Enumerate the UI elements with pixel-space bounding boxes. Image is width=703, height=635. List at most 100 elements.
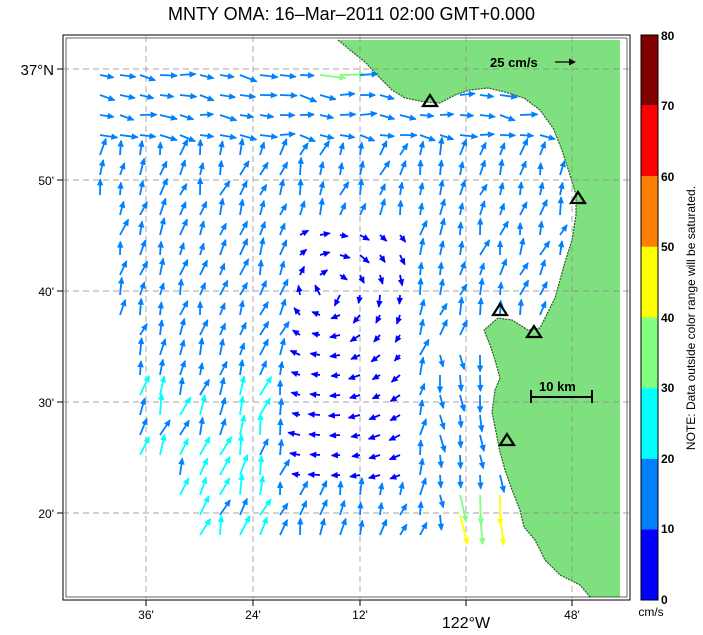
current-vector-head <box>307 471 315 478</box>
current-vector-head <box>559 159 566 168</box>
current-vector-head <box>189 71 197 78</box>
current-vector-head <box>438 500 445 509</box>
current-vector-head <box>241 282 248 290</box>
current-vector-head <box>330 372 338 379</box>
station-marker <box>524 323 544 339</box>
reference-vector-label: 25 cm/s <box>490 55 538 70</box>
current-vector-head <box>308 136 317 142</box>
current-vector-head <box>143 374 150 383</box>
current-vector-head <box>139 397 147 406</box>
current-vector-head <box>498 158 505 167</box>
station-marker <box>420 92 440 108</box>
current-vector-head <box>499 202 506 211</box>
current-vector-head <box>220 396 227 405</box>
current-vector-head <box>358 477 365 485</box>
current-vector-head <box>107 112 115 120</box>
current-vector-head <box>280 203 287 211</box>
current-vector-head <box>410 131 418 139</box>
current-vector-head <box>459 404 466 412</box>
colorbar-band <box>641 317 658 389</box>
current-vector-head <box>239 342 246 350</box>
current-vector-head <box>329 392 337 399</box>
current-vector-head <box>281 161 288 170</box>
current-vector-head <box>540 300 547 309</box>
current-vector-head <box>477 217 484 225</box>
current-vector-head <box>459 179 467 188</box>
current-vector-head <box>478 277 485 285</box>
current-vector-head <box>223 180 231 188</box>
current-vector-head <box>117 139 124 147</box>
current-vector-head <box>180 159 187 167</box>
colorbar-tick: 80 <box>661 29 675 43</box>
current-vector-head <box>184 396 192 404</box>
current-vector-head <box>557 240 565 248</box>
current-vector-head <box>439 198 446 206</box>
current-vector-head <box>277 418 284 426</box>
current-vector-head <box>388 434 397 441</box>
current-vector-head <box>338 141 345 150</box>
current-vector-head <box>238 137 245 146</box>
current-vector-head <box>178 457 185 465</box>
current-vector-head <box>401 142 409 151</box>
current-vector-head <box>438 179 445 187</box>
current-vector-head <box>182 300 189 308</box>
current-vector-head <box>160 197 167 206</box>
current-vector-head <box>389 395 398 402</box>
current-vector-head <box>197 361 205 370</box>
current-vector-head <box>421 219 428 228</box>
current-vector-head <box>498 181 505 190</box>
colorbar-tick: 70 <box>661 99 675 113</box>
current-vector-head <box>264 498 272 507</box>
current-vector-head <box>100 137 107 146</box>
current-vector-head <box>537 162 544 170</box>
current-vector-head <box>179 339 186 347</box>
current-vector-head <box>323 140 330 148</box>
current-vector-head <box>397 278 405 287</box>
current-vector-head <box>309 451 317 458</box>
current-vector-head <box>397 181 405 189</box>
colorbar-tick: 60 <box>661 170 675 184</box>
current-vector-head <box>281 138 288 146</box>
current-vector-head <box>203 495 210 503</box>
station-marker <box>568 189 588 205</box>
current-vector-head <box>340 202 346 210</box>
reference-arrow <box>555 58 576 66</box>
current-vector-head <box>461 319 468 328</box>
current-vector-head <box>343 253 351 260</box>
current-vector-head <box>467 112 475 119</box>
current-vector-head <box>352 316 360 324</box>
current-vector-head <box>419 382 426 391</box>
current-vector-head <box>539 259 547 267</box>
current-vector-head <box>329 332 337 340</box>
current-vector-head <box>341 232 349 239</box>
current-vector-head <box>557 196 564 204</box>
current-vector-head <box>468 90 476 98</box>
current-vector-head <box>459 261 466 269</box>
current-vector-head <box>479 262 486 270</box>
station-marker <box>490 301 510 317</box>
current-vector-head <box>347 373 356 380</box>
current-vector-head <box>199 281 206 290</box>
current-vector-head <box>262 338 269 347</box>
colorbar-tick: 20 <box>661 452 675 466</box>
current-vector-head <box>288 111 296 119</box>
current-vector-head <box>539 141 546 149</box>
current-vector-head <box>440 302 448 311</box>
current-vector-head <box>223 477 230 486</box>
current-vector-head <box>350 353 358 360</box>
current-vector-head <box>471 133 479 140</box>
current-vector-head <box>347 413 356 420</box>
current-vector-head <box>266 112 275 120</box>
current-vector-head <box>164 419 171 427</box>
current-vector-head <box>396 297 403 305</box>
current-vector-head <box>301 230 310 237</box>
current-vector-head <box>149 132 157 140</box>
current-vector-head <box>160 338 167 346</box>
current-vector-head <box>107 95 116 102</box>
current-vector-head <box>437 261 444 269</box>
current-vector-head <box>521 201 528 209</box>
current-vector-head <box>318 180 325 189</box>
current-vector-head <box>383 160 391 168</box>
current-vector-head <box>278 178 286 187</box>
current-vector-head <box>217 515 225 523</box>
